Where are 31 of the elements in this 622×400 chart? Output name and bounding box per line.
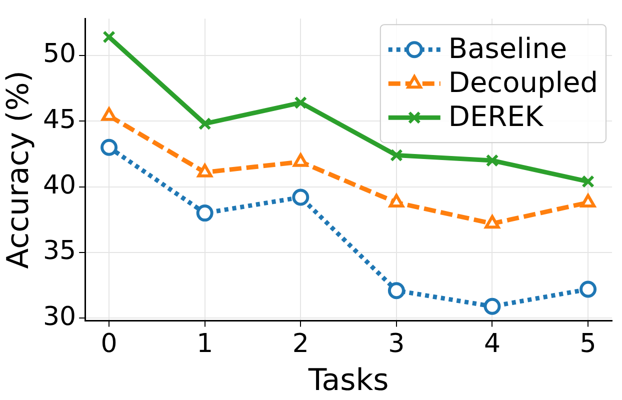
x-tick-label: 2 [292, 329, 309, 360]
legend-label: DEREK [448, 100, 544, 133]
point [486, 154, 499, 167]
point [196, 204, 214, 222]
point [580, 194, 596, 208]
y-tick-label: 45 [42, 104, 76, 135]
y-tick-label: 50 [42, 39, 76, 70]
x-tick-label: 5 [580, 329, 596, 360]
point [580, 280, 597, 298]
point [198, 117, 212, 130]
point [292, 188, 310, 206]
y-tick-label: 40 [42, 170, 76, 201]
point [390, 148, 403, 162]
point [102, 30, 116, 44]
x-tick-label: 1 [196, 329, 214, 360]
x-tick-label: 3 [388, 329, 405, 360]
point [484, 215, 500, 229]
legend-label: Baseline [448, 32, 568, 65]
point [294, 96, 308, 110]
point [484, 298, 501, 315]
x-axis-title: Tasks [307, 362, 389, 398]
point [388, 282, 405, 300]
y-tick-label: 30 [42, 302, 76, 332]
y-axis-title: Accuracy (%) [0, 70, 36, 269]
point [388, 194, 404, 208]
y-tick-label: 35 [42, 236, 76, 266]
point [100, 138, 118, 156]
x-tick-label: 0 [100, 329, 118, 360]
point [582, 175, 594, 188]
x-tick-label: 4 [484, 329, 501, 360]
legend-label: Decoupled [448, 66, 598, 99]
